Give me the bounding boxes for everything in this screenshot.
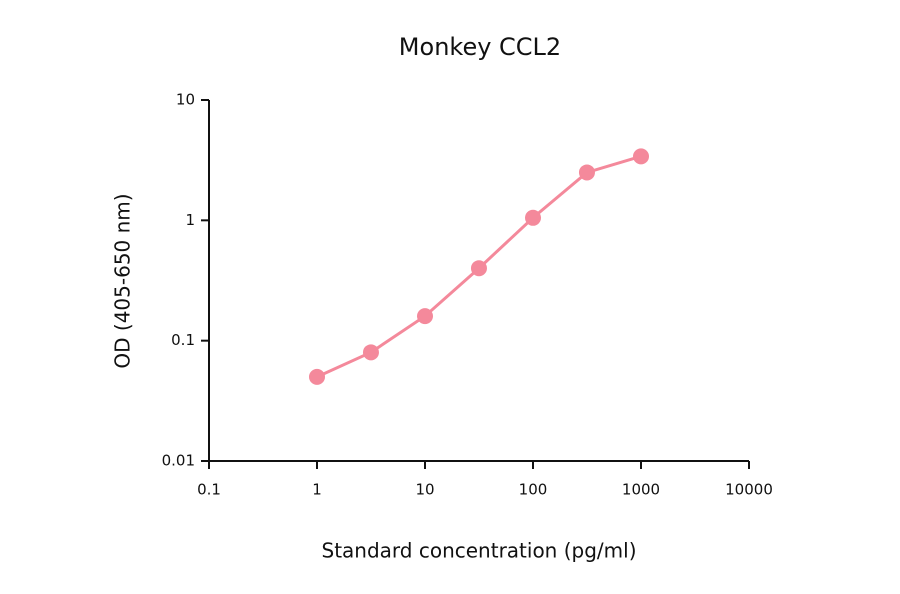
x-tick-label: 100 <box>519 481 548 499</box>
data-point <box>525 209 541 226</box>
chart-title: Monkey CCL2 <box>399 33 561 61</box>
x-tick-label: 1 <box>312 481 322 499</box>
y-tick-label: 10 <box>176 91 195 109</box>
data-point <box>309 368 325 385</box>
x-axis-label: Standard concentration (pg/ml) <box>322 539 637 563</box>
data-point <box>578 164 595 181</box>
y-tick-label: 0.1 <box>171 331 195 349</box>
data-point <box>470 260 487 277</box>
y-axis-label: OD (405-650 nm) <box>111 193 135 368</box>
y-tick-label: 0.01 <box>162 452 195 470</box>
data-point <box>417 308 433 325</box>
x-tick-label: 0.1 <box>197 481 221 499</box>
y-tick-label: 1 <box>185 211 195 229</box>
x-tick-label: 1000 <box>622 481 660 499</box>
x-tick-label: 10 <box>415 481 434 499</box>
data-point <box>362 344 379 361</box>
x-tick-label: 10000 <box>725 481 773 499</box>
data-point <box>633 148 649 165</box>
